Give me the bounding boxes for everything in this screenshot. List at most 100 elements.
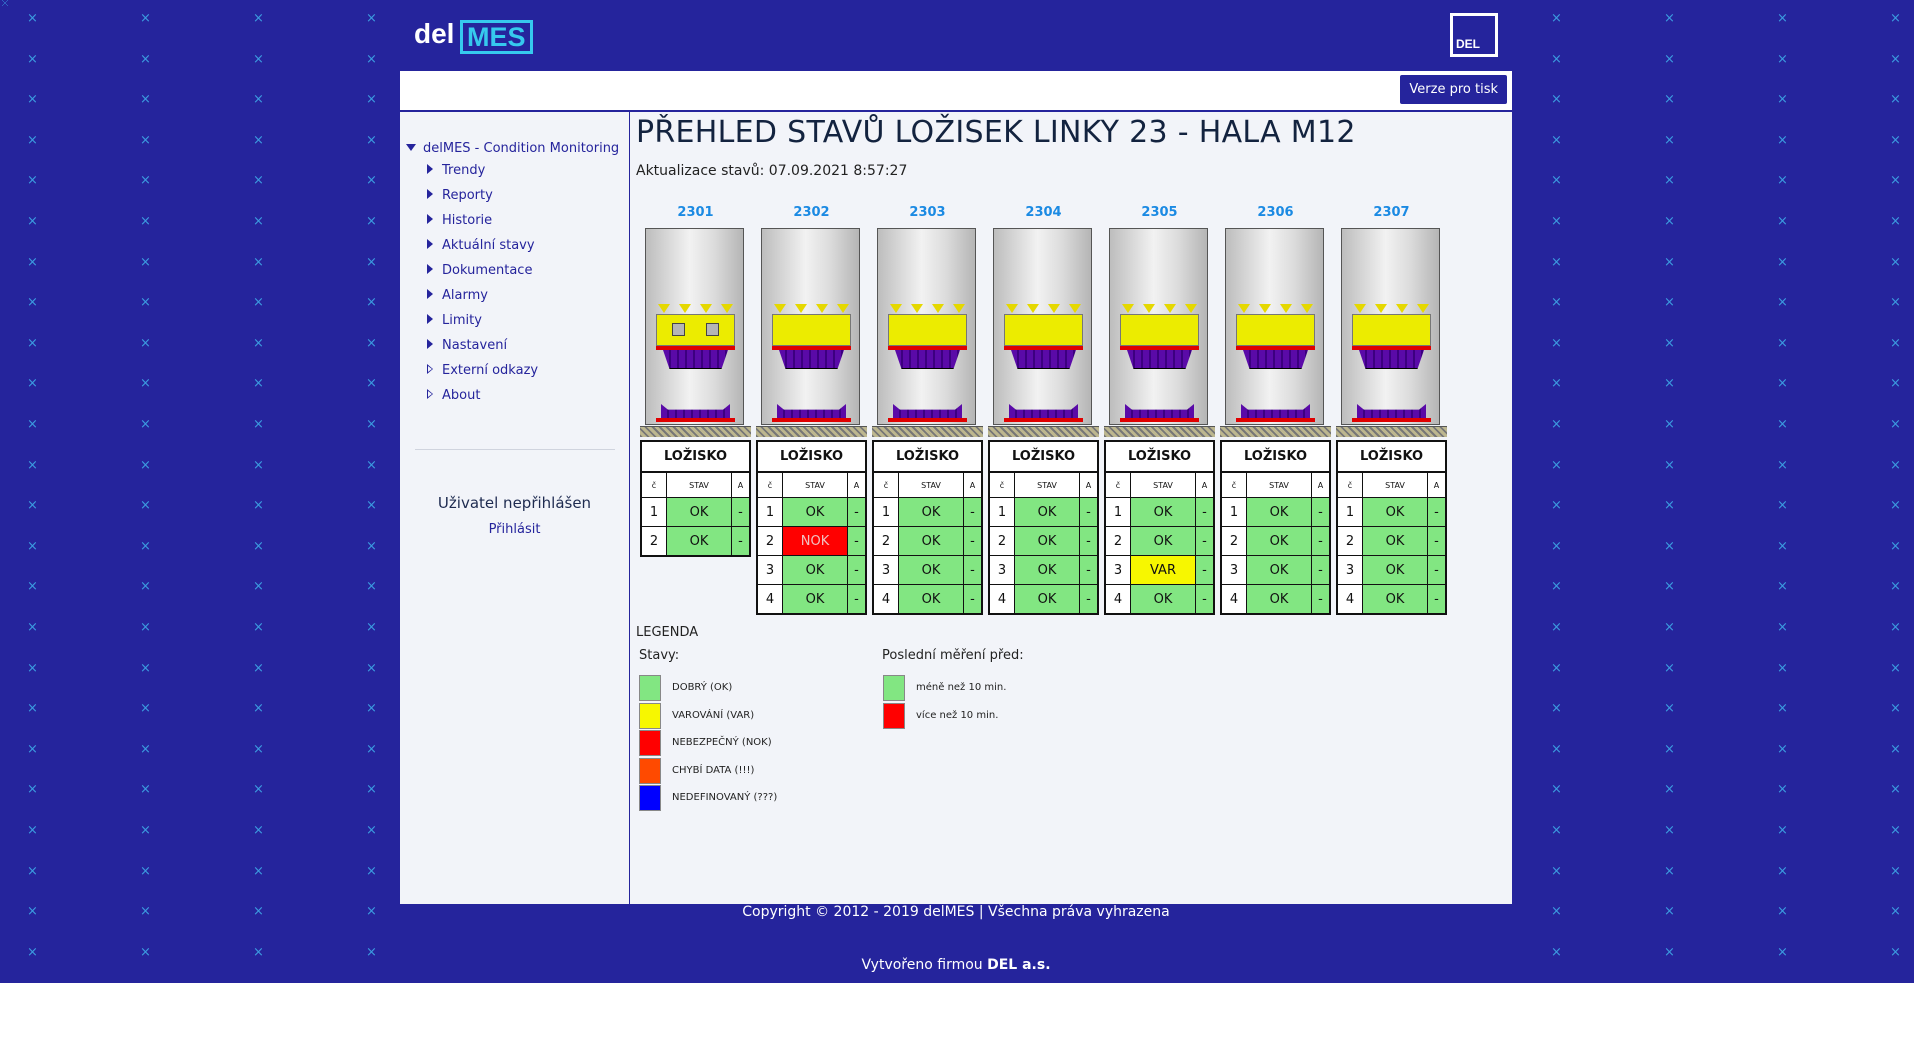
bearing-housing [772, 314, 851, 346]
unit-id-link[interactable]: 2306 [1257, 205, 1294, 220]
bearing-state-cell[interactable]: OK [666, 526, 732, 557]
column-header-state: STAV [782, 471, 848, 498]
bearing-number: 1 [756, 497, 783, 527]
column-header-number: č [872, 471, 899, 498]
bearing-state-cell[interactable]: OK [782, 497, 848, 527]
bearing-state-cell[interactable]: OK [1362, 497, 1428, 527]
bearing-table: LOŽISKO č STAV A 1 OK -2 OK - [640, 440, 751, 557]
pattern-cross-icon: × [140, 538, 151, 554]
unit-id-link[interactable]: 2302 [793, 205, 830, 220]
bearing-state-cell[interactable]: VAR [1130, 555, 1196, 585]
bearing-state-cell[interactable]: OK [1014, 584, 1080, 615]
pattern-cross-icon: × [1551, 376, 1562, 392]
sidebar-item[interactable]: Nastavení [427, 338, 507, 353]
bearing-state-cell[interactable]: OK [898, 497, 964, 527]
bearing-state-cell[interactable]: OK [1130, 584, 1196, 615]
sidebar-item[interactable]: About [427, 388, 480, 403]
bearing-state-cell[interactable]: OK [1130, 497, 1196, 527]
bearing-rollers-lower [1009, 404, 1078, 418]
pattern-cross-icon: × [366, 173, 377, 189]
pattern-cross-icon: × [253, 457, 264, 473]
pattern-cross-icon: × [140, 944, 151, 960]
machine-base [872, 426, 983, 437]
bearing-state-cell[interactable]: OK [782, 555, 848, 585]
table-row: 4 OK - [756, 584, 867, 615]
sidebar-root-item[interactable]: delMES - Condition Monitoring [406, 141, 619, 156]
pattern-cross-icon: × [27, 11, 38, 26]
table-row: 1 OK - [988, 497, 1099, 527]
bearing-state-cell[interactable]: OK [1014, 497, 1080, 527]
alarm-cell: - [963, 497, 983, 527]
sidebar-item[interactable]: Externí odkazy [427, 363, 538, 378]
bearing-state-cell[interactable]: OK [1014, 555, 1080, 585]
column-header-alarm: A [1079, 471, 1099, 498]
bearing-housing [1120, 314, 1199, 346]
legend-swatch [639, 702, 661, 729]
print-version-button[interactable]: Verze pro tisk [1400, 75, 1507, 104]
triangle-right-icon [427, 314, 433, 324]
sidebar-item[interactable]: Limity [427, 313, 482, 328]
unit-id-link[interactable]: 2301 [677, 205, 714, 220]
column-header-alarm: A [731, 471, 751, 498]
bearing-table-title: LOŽISKO [1105, 441, 1214, 473]
pattern-cross-icon: × [1664, 904, 1675, 920]
pattern-cross-icon: × [1551, 863, 1562, 879]
pattern-cross-icon: × [1551, 335, 1562, 351]
sidebar-item-label: Nastavení [442, 338, 508, 353]
sidebar-item-label: Trendy [442, 163, 486, 178]
pattern-cross-icon: × [1551, 295, 1562, 311]
alarm-cell: - [1195, 497, 1215, 527]
bearing-state-cell[interactable]: OK [898, 584, 964, 615]
bearing-state-cell[interactable]: OK [1246, 584, 1312, 615]
sidebar-item[interactable]: Aktuální stavy [427, 238, 535, 253]
login-link[interactable]: Přihlásit [488, 522, 541, 537]
pattern-cross-icon: × [1777, 701, 1788, 717]
bearing-state-cell[interactable]: OK [1246, 497, 1312, 527]
bearing-state-cell[interactable]: OK [1362, 526, 1428, 556]
pattern-cross-icon: × [1890, 254, 1901, 270]
triangle-icon [774, 304, 786, 313]
pattern-cross-icon: × [1664, 254, 1675, 270]
footer-company: DEL a.s. [987, 957, 1051, 973]
footer-made-prefix: Vytvořeno firmou [861, 957, 988, 973]
sidebar-item[interactable]: Dokumentace [427, 263, 532, 278]
unit-id-link[interactable]: 2307 [1373, 205, 1410, 220]
bearing-state-cell[interactable]: OK [1014, 526, 1080, 556]
table-row: 1 OK - [640, 497, 751, 527]
unit-id-link[interactable]: 2305 [1141, 205, 1178, 220]
pattern-cross-icon: × [366, 498, 377, 514]
sidebar-item[interactable]: Trendy [427, 163, 485, 178]
alarm-cell: - [1195, 555, 1215, 585]
bearing-state-cell[interactable]: OK [1130, 526, 1196, 556]
pattern-cross-icon: × [27, 295, 38, 311]
bearing-state-cell[interactable]: OK [1246, 526, 1312, 556]
pattern-cross-icon: × [1551, 417, 1562, 432]
pattern-cross-icon: × [27, 214, 38, 229]
bearing-state-cell[interactable]: OK [898, 555, 964, 585]
sidebar-item[interactable]: Alarmy [427, 288, 488, 303]
bearing-state-cell[interactable]: OK [1246, 555, 1312, 585]
bearing-state-cell[interactable]: OK [666, 497, 732, 527]
bearing-table-title: LOŽISKO [1337, 441, 1446, 473]
pattern-cross-icon: × [253, 701, 264, 717]
bearing-state-cell[interactable]: OK [1362, 584, 1428, 615]
pattern-cross-icon: × [1551, 904, 1562, 920]
pattern-cross-icon: × [140, 457, 151, 473]
bearing-illustration [656, 304, 735, 424]
pattern-cross-icon: × [253, 214, 264, 229]
alarm-cell: - [1079, 584, 1099, 615]
unit-id-link[interactable]: 2303 [909, 205, 946, 220]
triangle-icon [1301, 304, 1313, 313]
sidebar-divider [415, 449, 615, 450]
bearing-state-cell[interactable]: NOK [782, 526, 848, 556]
bearing-table-title: LOŽISKO [641, 441, 750, 473]
bearing-number: 3 [1104, 555, 1131, 585]
column-header-state: STAV [1014, 471, 1080, 498]
bearing-state-cell[interactable]: OK [898, 526, 964, 556]
sidebar-item[interactable]: Historie [427, 213, 492, 228]
bearing-state-cell[interactable]: OK [1362, 555, 1428, 585]
pattern-cross-icon: × [1664, 579, 1675, 595]
bearing-state-cell[interactable]: OK [782, 584, 848, 615]
sidebar-item[interactable]: Reporty [427, 188, 493, 203]
unit-id-link[interactable]: 2304 [1025, 205, 1062, 220]
